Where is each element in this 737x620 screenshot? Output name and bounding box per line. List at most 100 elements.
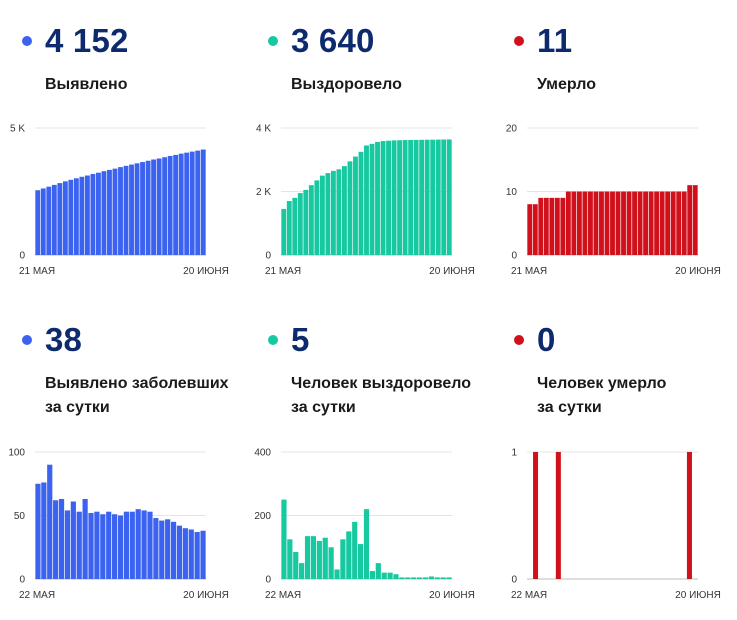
bar [375, 141, 380, 255]
bar [565, 191, 571, 255]
bar [117, 515, 124, 579]
total-value: 3 640 [291, 22, 375, 59]
y-tick-label: 400 [254, 448, 271, 459]
bar [58, 498, 65, 579]
x-tick-label: 22 МАЯ [265, 590, 301, 601]
bar [62, 181, 68, 255]
bar [322, 537, 328, 579]
bar-chart: 0 1 22 МАЯ 20 ИЮНЯ [511, 448, 721, 602]
bar [681, 191, 687, 255]
bar [57, 183, 63, 255]
bar [162, 157, 168, 255]
series-dot-icon [22, 335, 32, 345]
bar [159, 520, 165, 579]
bar [347, 161, 353, 255]
bar [182, 528, 188, 579]
bar [293, 552, 299, 579]
bar [308, 185, 314, 255]
bar [292, 197, 298, 255]
bar-chart: 0 2 K 4 K 21 МАЯ 20 ИЮНЯ [256, 124, 475, 278]
bar [41, 482, 47, 579]
bar [153, 518, 159, 579]
x-tick-label: 20 ИЮНЯ [429, 590, 475, 601]
bar [287, 539, 293, 579]
bar [299, 563, 305, 579]
bar [434, 577, 440, 579]
bar [336, 169, 342, 255]
bar [46, 186, 52, 255]
y-tick-label: 1 [511, 448, 517, 459]
bar [35, 190, 41, 255]
bar [405, 577, 411, 579]
bar-chart: 0 200 400 22 МАЯ 20 ИЮНЯ [254, 448, 475, 602]
bar [140, 162, 145, 255]
x-tick-label: 20 ИЮНЯ [429, 266, 475, 277]
bar [145, 160, 151, 255]
x-tick-label: 21 МАЯ [265, 266, 301, 277]
bar [40, 188, 46, 255]
bar [610, 191, 615, 255]
bar [386, 140, 391, 255]
bar [402, 140, 408, 255]
bar [76, 511, 82, 579]
x-tick-label: 22 МАЯ [19, 590, 55, 601]
bar-chart: 0 50 100 22 МАЯ 20 ИЮНЯ [8, 448, 229, 602]
panel-daily-detected: 38 Выявлено заболевших за сутки 0 50 100 22… [0, 300, 246, 602]
bar [538, 197, 544, 255]
bar [334, 569, 340, 579]
bar [319, 175, 325, 255]
bar-chart: 0 5 K 21 МАЯ 20 ИЮНЯ [10, 124, 229, 278]
bar [397, 140, 403, 255]
bar [648, 191, 654, 255]
bar [571, 191, 577, 255]
bar [189, 151, 195, 255]
bar [194, 532, 200, 579]
bar [325, 173, 331, 255]
metric-label-line: Выявлено [45, 76, 128, 93]
bar [90, 173, 96, 255]
panel-daily-recovered: 5 Человек выздоровело за сутки 0 200 400 22… [246, 300, 492, 602]
bar [141, 510, 147, 579]
bar [342, 166, 347, 255]
bar [637, 191, 643, 255]
bar [84, 175, 90, 255]
total-value: 11 [537, 22, 573, 59]
bar [101, 171, 107, 255]
bar [176, 525, 183, 579]
bar [527, 204, 533, 255]
x-tick-label: 20 ИЮНЯ [183, 590, 229, 601]
metric-label: Выявлено заболевших за сутки [45, 372, 229, 420]
bar [79, 176, 85, 255]
bar [100, 514, 106, 579]
bar [353, 156, 358, 255]
bar [316, 540, 322, 579]
bar [178, 153, 184, 255]
metric-label: Выздоровело [291, 73, 402, 97]
bar [424, 139, 430, 255]
bar [364, 145, 369, 255]
bar [659, 191, 665, 255]
bar [340, 539, 346, 579]
y-tick-label: 0 [19, 251, 25, 262]
bar [47, 464, 53, 579]
bar [387, 572, 393, 579]
panel-detected: 4 152 Выявлено 0 5 K 21 МАЯ 20 ИЮНЯ [0, 0, 246, 300]
bar [107, 169, 112, 255]
daily-value: 38 [45, 321, 83, 358]
bar [94, 511, 100, 579]
metric-label-line: Выявлено заболевших [45, 375, 229, 392]
y-tick-label: 10 [506, 187, 518, 198]
bar [281, 499, 287, 579]
series-dot-icon [268, 36, 278, 46]
y-tick-label: 5 K [10, 124, 25, 135]
bar [441, 139, 447, 255]
y-tick-label: 20 [506, 124, 518, 135]
bar [70, 501, 76, 579]
daily-value: 5 [291, 321, 310, 358]
y-tick-label: 0 [265, 251, 271, 262]
total-value: 4 152 [45, 22, 129, 59]
bar [369, 143, 375, 255]
bar [358, 151, 364, 255]
bar [549, 197, 555, 255]
bar [626, 191, 632, 255]
